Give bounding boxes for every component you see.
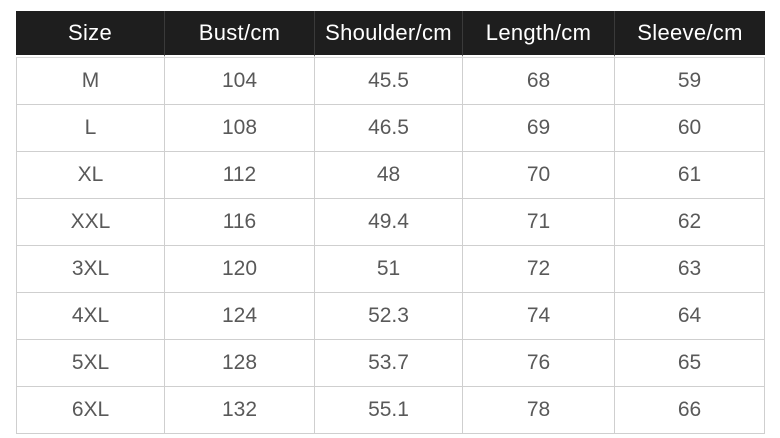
bust-cell: 108 xyxy=(165,105,315,152)
size-chart-container: Size Bust/cm Shoulder/cm Length/cm Sleev… xyxy=(16,11,765,434)
table-row: XL 112 48 70 61 xyxy=(16,152,765,199)
table-row: L 108 46.5 69 60 xyxy=(16,105,765,152)
shoulder-cell: 51 xyxy=(315,246,463,293)
length-cell: 72 xyxy=(463,246,615,293)
length-cell: 74 xyxy=(463,293,615,340)
length-cell: 70 xyxy=(463,152,615,199)
shoulder-cell: 49.4 xyxy=(315,199,463,246)
header-cell-bust: Bust/cm xyxy=(165,11,315,57)
size-cell: 6XL xyxy=(16,387,165,434)
shoulder-cell: 46.5 xyxy=(315,105,463,152)
table-row: XXL 116 49.4 71 62 xyxy=(16,199,765,246)
bust-cell: 120 xyxy=(165,246,315,293)
table-header: Size Bust/cm Shoulder/cm Length/cm Sleev… xyxy=(16,11,765,57)
length-cell: 78 xyxy=(463,387,615,434)
size-cell: L xyxy=(16,105,165,152)
bust-cell: 112 xyxy=(165,152,315,199)
sleeve-cell: 63 xyxy=(615,246,765,293)
sleeve-cell: 66 xyxy=(615,387,765,434)
bust-cell: 104 xyxy=(165,57,315,105)
shoulder-cell: 53.7 xyxy=(315,340,463,387)
table-row: 6XL 132 55.1 78 66 xyxy=(16,387,765,434)
sleeve-cell: 65 xyxy=(615,340,765,387)
shoulder-cell: 55.1 xyxy=(315,387,463,434)
header-cell-size: Size xyxy=(16,11,165,57)
size-cell: XXL xyxy=(16,199,165,246)
table-row: 4XL 124 52.3 74 64 xyxy=(16,293,765,340)
size-cell: 5XL xyxy=(16,340,165,387)
size-cell: 3XL xyxy=(16,246,165,293)
sleeve-cell: 62 xyxy=(615,199,765,246)
length-cell: 76 xyxy=(463,340,615,387)
sleeve-cell: 59 xyxy=(615,57,765,105)
shoulder-cell: 45.5 xyxy=(315,57,463,105)
length-cell: 71 xyxy=(463,199,615,246)
size-cell: XL xyxy=(16,152,165,199)
table-row: 5XL 128 53.7 76 65 xyxy=(16,340,765,387)
table-row: 3XL 120 51 72 63 xyxy=(16,246,765,293)
table-body: M 104 45.5 68 59 L 108 46.5 69 60 XL 112… xyxy=(16,57,765,434)
size-cell: 4XL xyxy=(16,293,165,340)
size-cell: M xyxy=(16,57,165,105)
shoulder-cell: 48 xyxy=(315,152,463,199)
header-cell-shoulder: Shoulder/cm xyxy=(315,11,463,57)
shoulder-cell: 52.3 xyxy=(315,293,463,340)
bust-cell: 132 xyxy=(165,387,315,434)
length-cell: 69 xyxy=(463,105,615,152)
header-cell-sleeve: Sleeve/cm xyxy=(615,11,765,57)
bust-cell: 116 xyxy=(165,199,315,246)
sleeve-cell: 60 xyxy=(615,105,765,152)
bust-cell: 128 xyxy=(165,340,315,387)
header-row: Size Bust/cm Shoulder/cm Length/cm Sleev… xyxy=(16,11,765,57)
header-cell-length: Length/cm xyxy=(463,11,615,57)
sleeve-cell: 64 xyxy=(615,293,765,340)
bust-cell: 124 xyxy=(165,293,315,340)
table-row: M 104 45.5 68 59 xyxy=(16,57,765,105)
sleeve-cell: 61 xyxy=(615,152,765,199)
size-chart-table: Size Bust/cm Shoulder/cm Length/cm Sleev… xyxy=(16,11,765,434)
length-cell: 68 xyxy=(463,57,615,105)
